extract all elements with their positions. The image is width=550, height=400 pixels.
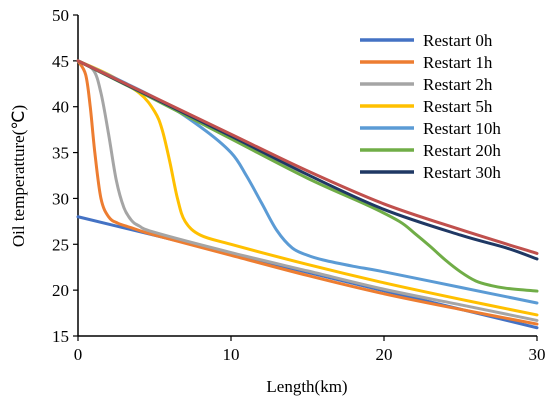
- x-axis-title: Length(km): [266, 377, 347, 396]
- series-line-restart-5h: [76, 59, 539, 317]
- series-lines: [76, 59, 539, 330]
- legend: Restart 0h Restart 1h Restart 2h Restart 5h…: [360, 31, 501, 182]
- series-line-restart-2h: [76, 59, 539, 322]
- series-line-restart-1h: [76, 59, 539, 326]
- y-tick-label: 20: [52, 281, 69, 300]
- series-line-restart-10h: [76, 59, 539, 305]
- legend-label: Restart 30h: [423, 163, 501, 182]
- x-axis-ticks: 0 10 20 30: [74, 336, 546, 364]
- y-axis-ticks: 15 20 25 30 35 40 45 50: [52, 6, 78, 346]
- legend-label: Restart 20h: [423, 141, 501, 160]
- x-tick-label: 30: [529, 345, 546, 364]
- y-tick-label: 40: [52, 98, 69, 117]
- series-line-unlabeled-7: [76, 59, 539, 255]
- y-tick-label: 25: [52, 235, 69, 254]
- y-axis-title: Oil temperatture(℃): [9, 105, 28, 247]
- x-tick-label: 10: [223, 345, 240, 364]
- y-tick-label: 30: [52, 189, 69, 208]
- y-tick-label: 45: [52, 52, 69, 71]
- plot-area: 15 20 25 30 35 40 45 50 0 10 20 30: [52, 6, 546, 364]
- legend-label: Restart 2h: [423, 75, 493, 94]
- y-tick-label: 15: [52, 327, 69, 346]
- legend-label: Restart 10h: [423, 119, 501, 138]
- x-tick-label: 20: [376, 345, 393, 364]
- legend-label: Restart 0h: [423, 31, 493, 50]
- x-tick-label: 0: [74, 345, 83, 364]
- y-tick-label: 50: [52, 6, 69, 25]
- legend-label: Restart 5h: [423, 97, 493, 116]
- y-tick-label: 35: [52, 144, 69, 163]
- series-line-restart-20h: [76, 59, 539, 293]
- legend-label: Restart 1h: [423, 53, 493, 72]
